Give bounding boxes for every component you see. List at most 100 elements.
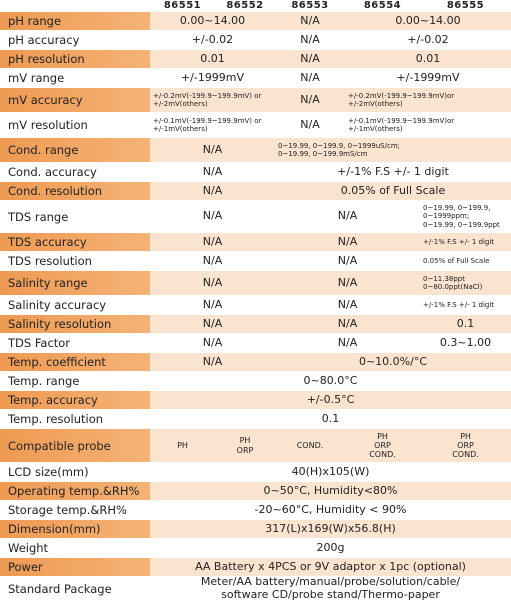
row-label: Salinity resolution [0, 315, 150, 333]
value-cell: N/A [202, 253, 223, 267]
row-label: mV accuracy [0, 88, 150, 112]
model-header: 86551 [163, 0, 202, 11]
spec-row: TDS accuracy N/A N/A +/-1% F.S +/- 1 digit [0, 233, 511, 252]
spec-row: pH accuracy +/-0.02 N/A +/-0.02 [0, 31, 511, 50]
value-cell: +/-0.1mV(-199.9~199.9mV) or +/-1mV(others… [150, 113, 275, 137]
row-label: Temp. resolution [8, 412, 104, 426]
value-cell: 0.1 [456, 316, 475, 330]
value-cell: N/A [300, 13, 320, 27]
value-cell: PH [177, 440, 188, 450]
value-cell: +/-0.02 [407, 32, 449, 46]
cell-line: software CD/probe stand/Thermo-paper [221, 588, 440, 601]
spec-row: Dimension(mm) 317(L)x169(W)x56.8(H) [0, 520, 511, 539]
spec-row: Standard Package Meter/AA battery/manual/… [0, 575, 511, 602]
row-label: Cond. resolution [0, 182, 150, 200]
cell-line: ORP [457, 440, 474, 450]
value-cell: N/A [202, 354, 223, 368]
spec-row: TDS Factor N/A N/A 0.3~1.00 [0, 334, 511, 353]
model-header: 86554 [363, 0, 402, 11]
cell-line: COND. [369, 450, 396, 460]
model-header: 86553 [291, 0, 329, 11]
row-label: mV resolution [8, 118, 88, 132]
cell-line: +/-2mV(others) [153, 100, 208, 108]
cell-line: 0~19.99, 0~199.9mS/cm [278, 150, 368, 158]
spec-row: Temp. resolution 0.1 [0, 410, 511, 429]
value-cell: 0~11.38ppt 0~80.0ppt(NaCl) [420, 271, 511, 295]
row-label: pH resolution [0, 50, 150, 68]
value-cell: -20~60°C, Humidity < 90% [254, 502, 407, 516]
value-cell: +/-1% F.S +/- 1 digit [423, 237, 495, 246]
cell-line: +/-1mV(others) [153, 125, 208, 133]
value-cell: 0.1 [321, 411, 340, 425]
value-cell: 0~19.99, 0~199.9, 0~1999ppm; 0~19.99, 0~19… [420, 201, 511, 232]
spec-row: Cond. accuracy N/A +/-1% F.S +/- 1 digit [0, 163, 511, 182]
row-label: Standard Package [8, 582, 112, 596]
value-cell: N/A [202, 297, 223, 311]
spec-row: Weight 200g [0, 539, 511, 558]
value-cell: PH ORP COND. [420, 429, 511, 462]
value-cell: COND. [296, 440, 324, 450]
value-cell: N/A [300, 92, 320, 106]
value-cell: +/-1999mV [396, 70, 460, 84]
row-label: Temp. coefficient [0, 353, 150, 371]
spec-row: Compatible probe PH PH ORP COND. PH ORP COND. PH… [0, 429, 511, 463]
spec-row: Temp. accuracy +/-0.5°C [0, 391, 511, 410]
cell-line: 0~80.0ppt(NaCl) [423, 283, 483, 291]
spec-row: pH resolution 0.01 N/A 0.01 [0, 50, 511, 69]
spec-row: TDS resolution N/A N/A 0.05% of Full Scale [0, 252, 511, 271]
value-cell: N/A [202, 234, 223, 248]
spec-row: Temp. coefficient N/A 0~10.0%/°C [0, 353, 511, 372]
cell-line: PH [377, 431, 388, 441]
spec-row: Temp. range 0~80.0°C [0, 372, 511, 391]
row-label: TDS Factor [8, 336, 71, 350]
value-cell: PH ORP COND. [345, 429, 420, 462]
value-cell: N/A [337, 234, 358, 248]
value-cell: +/-0.1mV(-199.9~199.9mV)or +/-1mV(others) [345, 113, 511, 137]
cell-line: +/-1mV(others) [348, 125, 403, 133]
cell-line: +/-0.2mV(-199.9~199.9mV) or [153, 91, 262, 100]
cell-line: +/-0.2mV(-199.9~199.9mV)or [348, 91, 455, 100]
value-cell: 0~10.0%/°C [358, 354, 428, 368]
value-cell: 0~19.99, 0~199.9, 0~1999uS/cm; 0~19.99, 0… [275, 138, 511, 162]
row-label: Cond. range [0, 138, 150, 162]
value-cell: 0.05% of Full Scale [423, 256, 490, 265]
spec-row: LCD size(mm) 40(H)x105(W) [0, 463, 511, 482]
row-label: Salinity accuracy [8, 298, 107, 312]
value-cell: 0.3~1.00 [439, 335, 492, 349]
value-cell: 0.01 [200, 51, 225, 65]
cell-line: ORP [374, 440, 391, 450]
row-label: Compatible probe [0, 429, 150, 462]
value-cell: N/A [202, 335, 223, 349]
row-label: Operating temp.&RH% [0, 482, 150, 500]
cell-line: 0~11.38ppt [423, 274, 465, 283]
cell-line: +/-2mV(others) [348, 100, 403, 108]
spec-row: Salinity resolution N/A N/A 0.1 [0, 315, 511, 334]
row-label: Salinity range [0, 271, 150, 295]
spec-row: Salinity accuracy N/A N/A +/-1% F.S +/- 1 d… [0, 296, 511, 315]
row-label: mV range [8, 71, 65, 85]
value-cell: +/-0.2mV(-199.9~199.9mV) or +/-2mV(others… [150, 88, 275, 112]
value-cell: N/A [337, 297, 358, 311]
value-cell: N/A [337, 209, 358, 223]
spec-row: Power AA Battery x 4PCS or 9V adaptor x 1… [0, 558, 511, 577]
row-label: Dimension(mm) [0, 520, 150, 538]
cell-line: ORP [236, 445, 254, 455]
value-cell: 0~80.0°C [303, 373, 358, 387]
value-cell: N/A [300, 51, 320, 65]
value-cell: N/A [202, 209, 223, 223]
cell-line: 0~19.99, 0~199.9, 0~1999uS/cm; [278, 141, 401, 150]
value-cell: 200g [316, 540, 345, 554]
value-cell: 0.05% of Full Scale [340, 183, 446, 197]
value-cell: N/A [337, 316, 358, 330]
row-label: LCD size(mm) [8, 465, 89, 479]
row-label: TDS range [8, 209, 69, 224]
spec-row: Salinity range N/A N/A 0~11.38ppt 0~80.0ppt(… [0, 271, 511, 296]
spec-row: Cond. resolution N/A 0.05% of Full Scale [0, 182, 511, 201]
value-cell: N/A [202, 275, 223, 289]
cell-line: Meter/AA battery/manual/probe/solution/c… [200, 575, 461, 589]
row-label: TDS resolution [8, 254, 92, 268]
value-cell: Meter/AA battery/manual/probe/solution/c… [150, 575, 511, 601]
model-header: 86552 [226, 0, 264, 11]
value-cell: +/-0.02 [191, 32, 234, 46]
cell-line: 0~19.99, 0~199.9, [423, 204, 491, 213]
